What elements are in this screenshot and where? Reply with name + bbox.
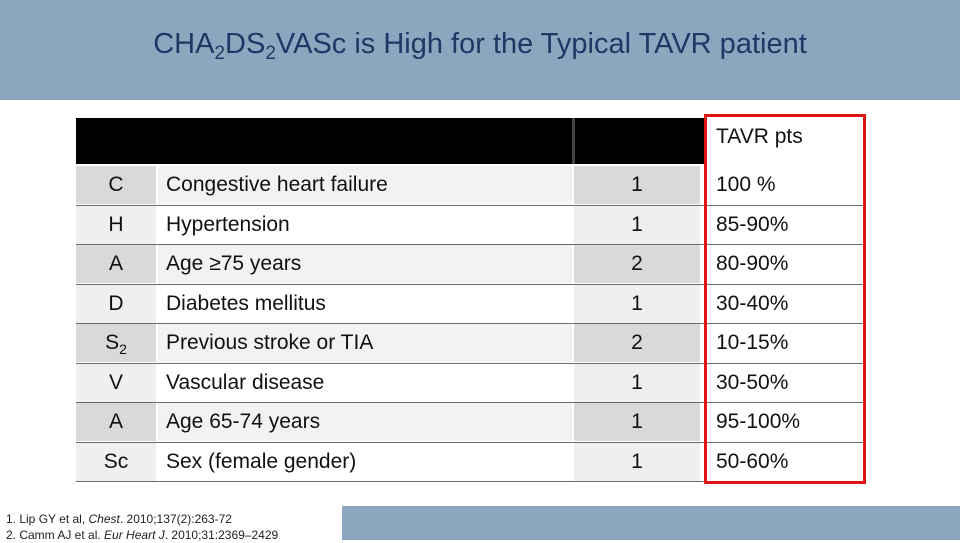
tavr-prevalence: 30-50% [704, 363, 864, 402]
risk-factor-letter: H [76, 205, 156, 244]
risk-factor-points: 1 [574, 363, 700, 402]
tavr-highlight-box [704, 114, 866, 484]
row-separator [76, 323, 864, 324]
row-separator [76, 441, 864, 443]
row-separator [76, 402, 864, 403]
risk-factor-description: Congestive heart failure [158, 166, 572, 204]
tavr-prevalence: 10-15% [704, 324, 864, 362]
table-row: S2 Previous stroke or TIA 2 10-15% [76, 324, 864, 363]
row-separator [76, 244, 864, 245]
table-header [76, 118, 704, 164]
risk-factor-description: Diabetes mellitus [158, 284, 572, 323]
row-separator [76, 481, 864, 482]
risk-factor-description: Age 65-74 years [158, 403, 572, 441]
risk-factor-letter: S2 [76, 324, 156, 362]
tavr-prevalence: 80-90% [704, 245, 864, 283]
risk-factor-points: 1 [574, 403, 700, 441]
table-row: V Vascular disease 1 30-50% [76, 363, 864, 403]
table-row: C Congestive heart failure 1 100 % [76, 166, 864, 205]
tavr-prevalence: 30-40% [704, 284, 864, 323]
risk-factor-points: 2 [574, 324, 700, 362]
risk-factor-points: 1 [574, 205, 700, 244]
table-row: H Hypertension 1 85-90% [76, 205, 864, 245]
row-separator [76, 204, 864, 206]
risk-factor-points: 1 [574, 166, 700, 204]
references: 1. Lip GY et al, Chest. 2010;137(2):263-… [6, 511, 278, 543]
tavr-prevalence: 85-90% [704, 205, 864, 244]
page-title: CHA2DS2VASc is High for the Typical TAVR… [153, 28, 807, 64]
risk-factor-letter: A [76, 403, 156, 441]
row-separator [76, 362, 864, 364]
table-row: A Age 65-74 years 1 95-100% [76, 403, 864, 442]
risk-factor-description: Vascular disease [158, 363, 572, 402]
reference-1: 1. Lip GY et al, Chest. 2010;137(2):263-… [6, 512, 232, 526]
risk-factor-letter: C [76, 166, 156, 204]
table-row: Sc Sex (female gender) 1 50-60% [76, 442, 864, 482]
risk-factor-letter: D [76, 284, 156, 323]
title-bar [0, 0, 960, 100]
footer-bar [342, 506, 960, 540]
risk-factor-description: Age ≥75 years [158, 245, 572, 283]
risk-factor-points: 1 [574, 284, 700, 323]
tavr-prevalence: 50-60% [704, 442, 864, 481]
risk-factor-letter: Sc [76, 442, 156, 481]
risk-factor-description: Previous stroke or TIA [158, 324, 572, 362]
row-separator [76, 283, 864, 285]
risk-factor-letter: A [76, 245, 156, 283]
header-tavr: TAVR pts [704, 118, 864, 164]
risk-factor-points: 1 [574, 442, 700, 481]
risk-factor-description: Hypertension [158, 205, 572, 244]
reference-2: 2. Camm AJ et al. Eur Heart J. 2010;31:2… [6, 528, 279, 542]
risk-factor-points: 2 [574, 245, 700, 283]
header-divider [572, 118, 575, 164]
tavr-prevalence: 95-100% [704, 403, 864, 441]
risk-factor-letter: V [76, 363, 156, 402]
table-row: A Age ≥75 years 2 80-90% [76, 245, 864, 284]
risk-factor-description: Sex (female gender) [158, 442, 572, 481]
table-row: D Diabetes mellitus 1 30-40% [76, 284, 864, 324]
tavr-prevalence: 100 % [704, 166, 864, 204]
